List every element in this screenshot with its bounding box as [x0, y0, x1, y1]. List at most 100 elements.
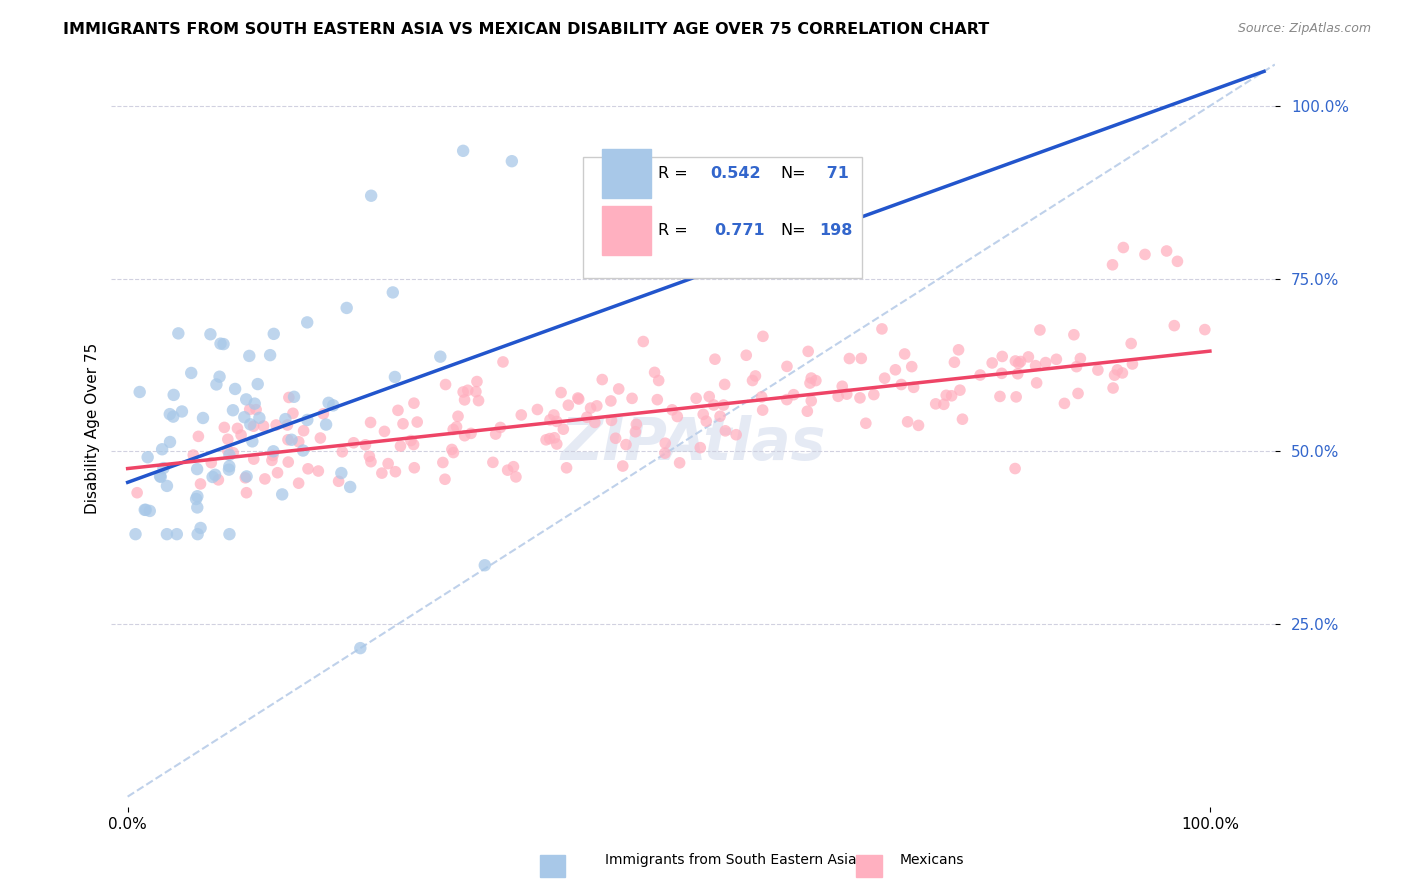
Point — [591, 373, 613, 387]
Point — [229, 428, 252, 442]
Point — [526, 402, 548, 417]
Point — [360, 455, 382, 469]
Point — [240, 434, 263, 449]
Point — [187, 429, 209, 443]
Point — [752, 329, 775, 343]
Point — [870, 322, 893, 336]
Point — [166, 527, 188, 541]
Point — [1067, 386, 1090, 401]
Text: 0.542: 0.542 — [710, 166, 761, 181]
Point — [186, 462, 208, 476]
Point — [1121, 357, 1143, 371]
Point — [159, 435, 181, 450]
Point — [851, 351, 873, 366]
Point — [246, 377, 269, 392]
Point — [1007, 356, 1029, 370]
Point — [827, 389, 849, 403]
Text: 71: 71 — [821, 166, 849, 181]
Point — [309, 431, 332, 445]
Point — [735, 348, 758, 362]
Point — [330, 445, 353, 459]
FancyBboxPatch shape — [602, 206, 651, 255]
Point — [406, 415, 429, 429]
Point — [222, 446, 245, 460]
Point — [831, 379, 853, 393]
Point — [1166, 254, 1188, 268]
Point — [713, 377, 735, 392]
Point — [695, 414, 717, 428]
Point — [295, 315, 318, 329]
Point — [626, 417, 648, 432]
Point — [239, 417, 262, 432]
Point — [703, 398, 725, 412]
Point — [991, 350, 1014, 364]
Point — [575, 410, 598, 425]
Point — [799, 376, 821, 390]
Point — [1004, 461, 1026, 475]
Point — [402, 396, 425, 410]
Point — [567, 391, 589, 405]
Point — [1107, 363, 1129, 377]
Point — [263, 326, 285, 341]
Point — [1069, 351, 1091, 366]
Point — [201, 470, 224, 484]
Point — [212, 337, 235, 351]
Text: R =: R = — [658, 166, 693, 181]
Point — [170, 404, 193, 418]
Point — [373, 425, 395, 439]
Point — [621, 392, 644, 406]
Point — [235, 392, 257, 407]
Point — [1133, 247, 1156, 261]
Point — [312, 407, 335, 421]
Point — [277, 455, 299, 469]
Point — [252, 419, 274, 434]
Point — [238, 349, 260, 363]
Point — [127, 485, 149, 500]
Point — [243, 396, 266, 410]
Text: N=: N= — [780, 166, 806, 181]
Point — [218, 527, 240, 541]
Point — [207, 473, 229, 487]
Point — [654, 436, 676, 450]
Point — [1104, 368, 1126, 383]
Point — [253, 472, 276, 486]
Point — [245, 402, 267, 417]
Point — [988, 389, 1011, 403]
Point — [890, 377, 912, 392]
Point — [585, 399, 607, 413]
Point — [162, 409, 184, 424]
Point — [156, 479, 179, 493]
Point — [222, 403, 245, 417]
Point — [647, 374, 669, 388]
Point — [654, 446, 676, 460]
Point — [1025, 359, 1047, 373]
FancyBboxPatch shape — [582, 157, 862, 277]
Point — [128, 384, 150, 399]
Point — [280, 433, 302, 447]
Point — [384, 370, 406, 384]
Point — [776, 392, 799, 407]
Point — [1111, 366, 1133, 380]
Point — [283, 390, 305, 404]
Point — [1101, 258, 1123, 272]
Point — [152, 461, 174, 475]
Point — [399, 434, 422, 448]
Point — [441, 445, 464, 459]
Point — [543, 408, 565, 422]
Point — [432, 455, 454, 469]
Point — [502, 459, 524, 474]
Point — [235, 469, 257, 483]
Point — [371, 466, 394, 480]
Point — [800, 393, 823, 408]
Point — [744, 368, 766, 383]
Point — [190, 477, 212, 491]
Text: R =: R = — [658, 223, 699, 238]
Point — [136, 450, 159, 465]
Point — [224, 382, 246, 396]
Point — [447, 409, 470, 424]
Point — [266, 466, 288, 480]
Point — [800, 371, 823, 385]
Point — [1035, 355, 1057, 369]
Point — [239, 402, 262, 417]
Point — [381, 285, 404, 300]
